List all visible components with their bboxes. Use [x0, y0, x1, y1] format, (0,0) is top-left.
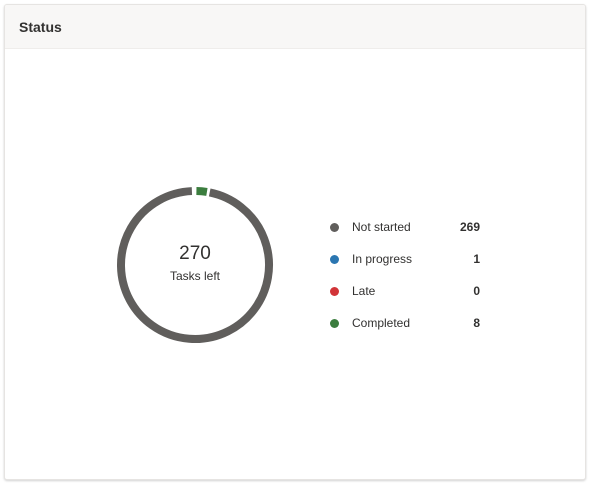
legend-dot-icon — [330, 286, 339, 296]
status-legend: Not started 269 In progress 1 Late 0 Com… — [325, 211, 481, 339]
donut-svg — [117, 187, 273, 343]
legend-item-late[interactable]: Late 0 — [325, 275, 481, 307]
legend-item-completed[interactable]: Completed 8 — [325, 307, 481, 339]
legend-count: 8 — [473, 316, 480, 330]
legend-label: In progress — [352, 252, 413, 266]
donut-segment-not-started[interactable] — [117, 187, 273, 343]
legend-item-not-started[interactable]: Not started 269 — [325, 211, 481, 243]
legend-dot-icon — [330, 222, 339, 232]
status-donut-chart: 270 Tasks left — [115, 185, 275, 345]
card-title: Status — [19, 18, 62, 35]
status-card: Status 270 Tasks left Not started 269 In… — [4, 4, 586, 480]
tasks-left-label: Tasks left — [169, 269, 220, 283]
legend-count: 0 — [473, 284, 480, 298]
tasks-left-count: 270 — [179, 243, 211, 264]
legend-label: Not started — [352, 220, 411, 234]
legend-dot-icon — [330, 318, 339, 328]
legend-label: Late — [352, 284, 376, 298]
donut-center: 270 Tasks left — [115, 185, 275, 345]
card-header: Status — [5, 5, 585, 49]
legend-label: Completed — [352, 316, 411, 330]
legend-item-in-progress[interactable]: In progress 1 — [325, 243, 481, 275]
donut-segment-completed[interactable] — [196, 187, 208, 196]
legend-dot-icon — [330, 254, 339, 264]
legend-count: 269 — [459, 220, 480, 234]
legend-count: 1 — [473, 252, 480, 266]
